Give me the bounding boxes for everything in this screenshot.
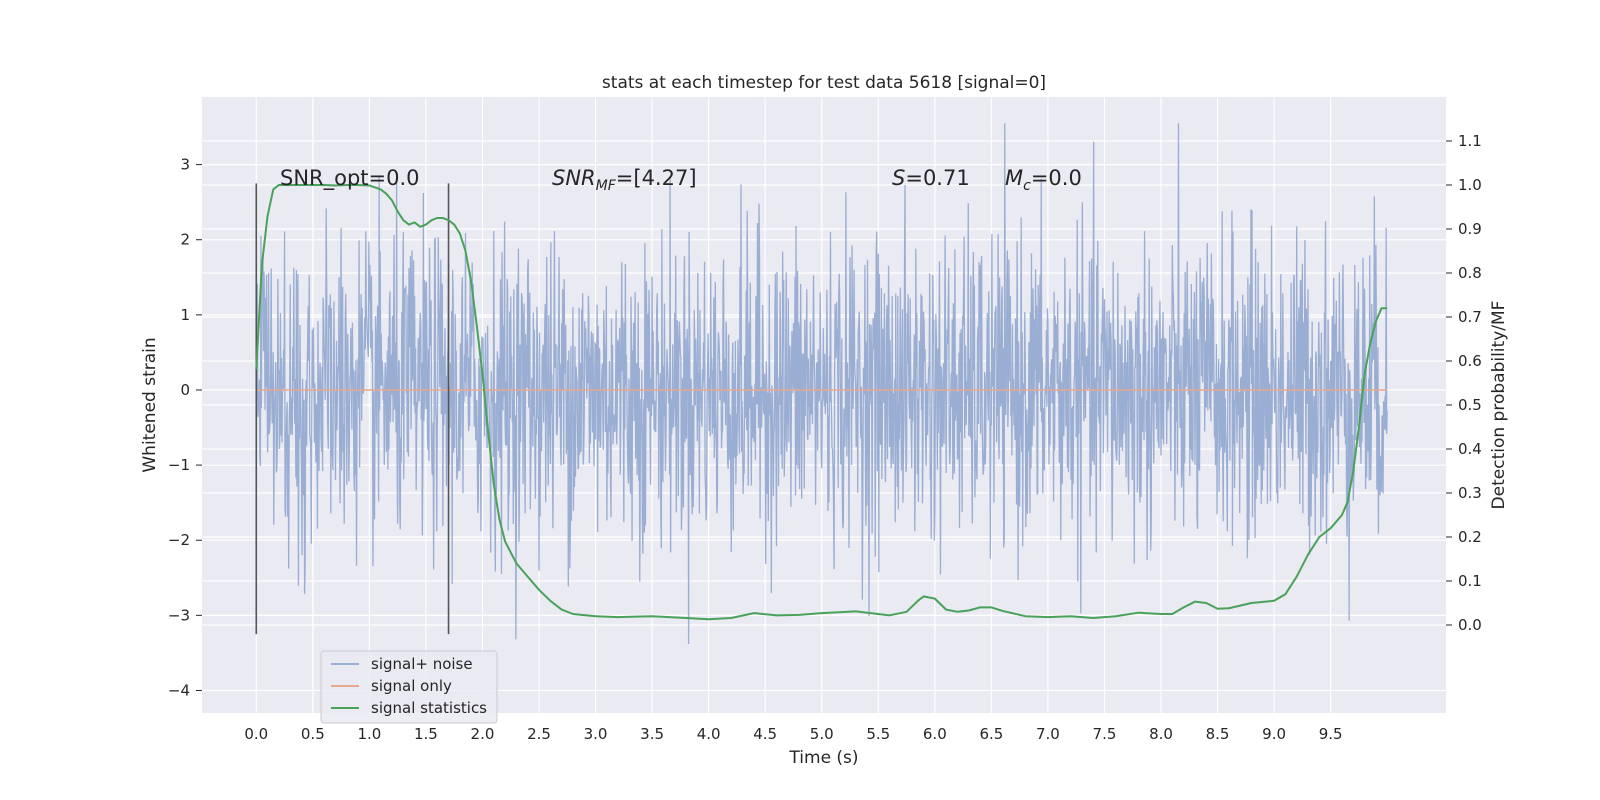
y-left-tick-label: −2 xyxy=(168,531,190,549)
y-right-tick-labels: 1.1 1.0 0.9 0.8 0.7 0.6 0.5 0.4 0.3 0.2 0.1 0.0 xyxy=(1458,132,1482,634)
x-tick-label: 7.5 xyxy=(1093,725,1117,743)
series-signal-plus-noise xyxy=(255,123,1388,645)
y-left-axis-label: Whitened strain xyxy=(140,337,160,472)
y-right-tick-label: 0.8 xyxy=(1458,264,1482,282)
annotation-mc-rest: =0.0 xyxy=(1031,166,1082,190)
annotation-s: S=0.71 xyxy=(892,166,970,190)
x-tick-label: 3.0 xyxy=(584,725,608,743)
y-right-axis-label: Detection probability/MF xyxy=(1489,301,1509,510)
y-left-tick-label: 0 xyxy=(180,381,190,399)
x-tick-label: 6.5 xyxy=(979,725,1003,743)
legend-label-signal-only: signal only xyxy=(371,677,452,695)
x-tick-label: 1.0 xyxy=(357,725,381,743)
annotation-mc-sub: c xyxy=(1023,178,1031,194)
y-right-tick-label: 0.7 xyxy=(1458,308,1482,326)
vertical-markers xyxy=(255,183,450,635)
legend-box xyxy=(320,650,498,724)
y-right-tick-label: 1.1 xyxy=(1458,132,1482,150)
x-axis-label: Time (s) xyxy=(788,748,858,768)
annotation-mc-main: M xyxy=(1005,166,1023,190)
annotations: SNR_opt=0.0 SNRMF=[4.27] S=0.71 Mc=0.0 xyxy=(280,166,1082,194)
x-tick-label: 4.5 xyxy=(753,725,777,743)
y-right-tick-label: 0.5 xyxy=(1458,396,1482,414)
annotation-s-main: S xyxy=(892,166,905,190)
x-tick-label: 5.5 xyxy=(866,725,890,743)
x-tick-label: 9.5 xyxy=(1319,725,1343,743)
y-right-tick-label: 0.3 xyxy=(1458,484,1482,502)
y-right-tick-label: 0.4 xyxy=(1458,440,1482,458)
annotation-snr-opt: SNR_opt=0.0 xyxy=(280,166,420,191)
annotation-snr-mf-main: SNR xyxy=(552,166,596,190)
annotation-mc: Mc=0.0 xyxy=(1005,166,1082,194)
x-tick-label: 9.0 xyxy=(1262,725,1286,743)
y-right-tick-label: 0.1 xyxy=(1458,572,1482,590)
y-right-tick-label: 0.9 xyxy=(1458,220,1482,238)
annotation-s-rest: =0.71 xyxy=(905,166,969,190)
legend-label-signal-plus-noise: signal+ noise xyxy=(371,655,473,673)
annotation-snr-mf-rest: =[4.27] xyxy=(616,166,697,190)
x-tick-labels: 0.0 0.5 1.0 1.5 2.0 2.5 3.0 3.5 4.0 4.5 5.0 5.5 6.0 6… xyxy=(244,725,1342,743)
signal-plus-noise-line xyxy=(255,123,1388,645)
x-tick-label: 3.5 xyxy=(640,725,664,743)
legend-label-signal-statistics: signal statistics xyxy=(371,699,487,717)
y-left-tick-label: 3 xyxy=(180,156,190,174)
y-right-tick-label: 0.0 xyxy=(1458,616,1482,634)
annotation-snr-mf-sub: MF xyxy=(596,178,617,194)
y-left-tick-label: −3 xyxy=(168,606,190,624)
x-tick-label: 5.0 xyxy=(810,725,834,743)
y-left-tick-label: 2 xyxy=(180,231,190,249)
y-right-tick-label: 1.0 xyxy=(1458,176,1482,194)
x-tick-label: 0.5 xyxy=(301,725,325,743)
y-right-tick-label: 0.2 xyxy=(1458,528,1482,546)
x-tick-label: 0.0 xyxy=(244,725,268,743)
y-left-tick-label: 1 xyxy=(180,306,190,324)
signal-statistics-line xyxy=(255,184,1388,621)
y-left-tick-label: −4 xyxy=(168,681,190,699)
legend: signal+ noise signal only signal statist… xyxy=(320,650,498,724)
x-tick-label: 8.0 xyxy=(1149,725,1173,743)
y-left-tick-label: −1 xyxy=(168,456,190,474)
series-signal-statistics xyxy=(255,184,1388,621)
x-tick-label: 4.0 xyxy=(697,725,721,743)
chart-title: stats at each timestep for test data 561… xyxy=(602,73,1046,93)
y-left-tick-labels: 3 2 1 0 −1 −2 −3 −4 xyxy=(168,156,190,700)
x-tick-label: 1.5 xyxy=(414,725,438,743)
annotation-snr-mf: SNRMF=[4.27] xyxy=(552,166,697,194)
x-tick-label: 2.5 xyxy=(527,725,551,743)
y-right-tick-label: 0.6 xyxy=(1458,352,1482,370)
x-tick-label: 2.0 xyxy=(471,725,495,743)
x-tick-label: 7.0 xyxy=(1036,725,1060,743)
x-tick-label: 8.5 xyxy=(1206,725,1230,743)
x-tick-label: 6.0 xyxy=(923,725,947,743)
